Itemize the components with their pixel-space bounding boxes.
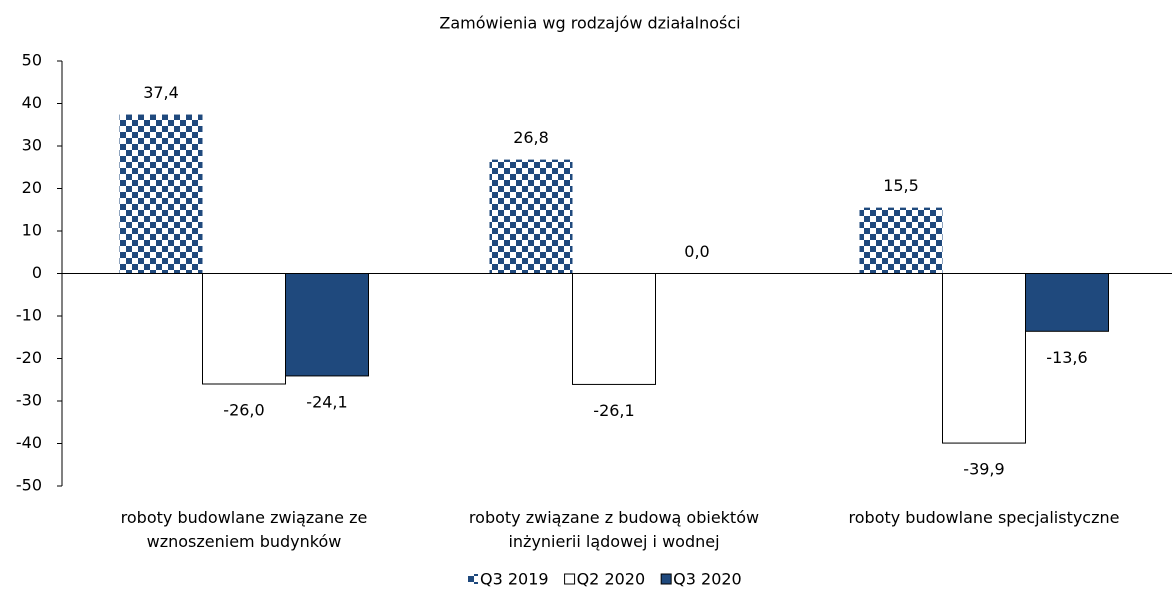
y-tick-label: -20 [16,348,42,367]
data-label: -39,9 [963,460,1004,479]
bar [1025,273,1109,332]
data-label: -26,1 [593,401,634,420]
x-tick-label: roboty budowlane specjalistyczne [848,508,1120,527]
data-label: 15,5 [883,176,919,195]
data-label: 37,4 [143,83,179,102]
y-tick-label: -10 [16,306,42,325]
legend-label: Q3 2019 [480,570,549,589]
bar [119,114,203,274]
y-tick-label: 50 [22,51,42,70]
x-tick-label: roboty budowlane związane ze wznoszeniem… [120,508,368,551]
y-tick-label: -40 [16,433,42,452]
data-label: -13,6 [1046,348,1087,367]
y-tick-label: -30 [16,391,42,410]
legend-label: Q3 2020 [673,570,742,589]
bar [285,273,369,377]
data-label: -26,0 [223,401,264,420]
y-tick-label: 20 [22,178,42,197]
legend-swatch [468,574,478,584]
chart-title: Zamówienia wg rodzajów działalności [439,14,740,33]
y-tick-label: 0 [32,263,42,282]
data-label: 26,8 [513,128,549,147]
y-tick-label: 10 [22,221,42,240]
y-tick-label: 30 [22,136,42,155]
bar [202,273,286,385]
data-label: 0,0 [684,242,709,261]
legend-swatch [564,573,576,585]
bar [572,273,656,385]
y-tick-label: -50 [16,476,42,495]
bar [942,273,1026,444]
data-label: -24,1 [306,392,347,411]
legend-label: Q2 2020 [577,570,646,589]
x-tick-label: roboty związane z budową obiektów inżyni… [468,508,760,551]
legend-swatch [660,573,672,585]
bar [489,159,573,274]
bar [859,207,943,274]
y-tick-label: 40 [22,93,42,112]
